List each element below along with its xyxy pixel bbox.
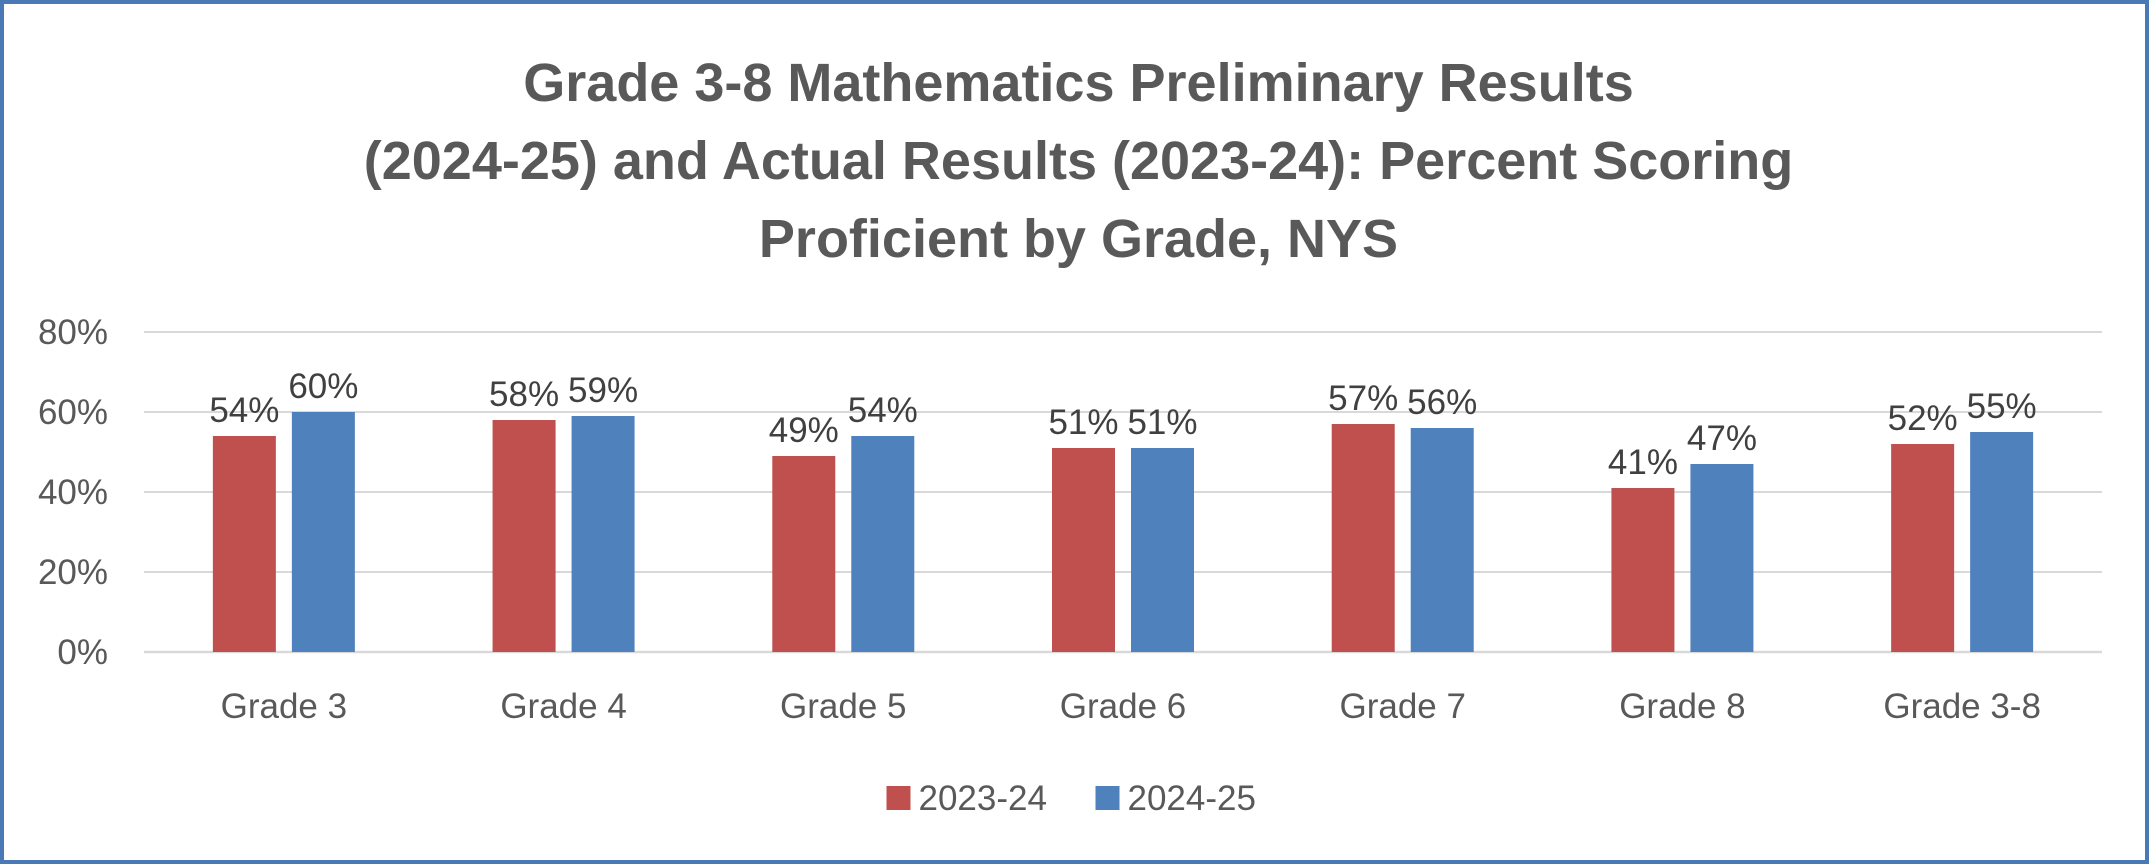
bar-2024-25 xyxy=(851,436,915,652)
bar-2023-24 xyxy=(1611,488,1675,652)
data-label: 41% xyxy=(1608,443,1678,482)
chart-title-line-1: Grade 3-8 Mathematics Preliminary Result… xyxy=(523,53,1634,113)
x-category-label: Grade 7 xyxy=(1339,687,1465,726)
data-label: 51% xyxy=(1127,403,1197,442)
data-label: 54% xyxy=(848,391,918,430)
x-category-label: Grade 3-8 xyxy=(1883,687,2041,726)
y-tick-label: 40% xyxy=(38,473,108,512)
y-tick-label: 0% xyxy=(57,633,108,672)
y-tick-label: 60% xyxy=(38,393,108,432)
legend-swatch-2024-25 xyxy=(1095,786,1120,810)
chart-title: Grade 3-8 Mathematics Preliminary Result… xyxy=(4,44,2149,278)
x-category-label: Grade 4 xyxy=(500,687,626,726)
data-label: 60% xyxy=(288,367,358,406)
data-label: 49% xyxy=(769,411,839,450)
bar-2023-24 xyxy=(1891,444,1955,652)
bar-2023-24 xyxy=(1331,424,1395,652)
bar-2023-24 xyxy=(772,456,836,652)
chart-title-line-3: Proficient by Grade, NYS xyxy=(758,209,1399,269)
x-category-label: Grade 8 xyxy=(1619,687,1745,726)
legend-label: 2024-25 xyxy=(1128,779,1256,818)
data-label: 59% xyxy=(568,371,638,410)
data-label: 47% xyxy=(1687,419,1757,458)
data-label: 57% xyxy=(1328,379,1398,418)
bar-2024-25 xyxy=(291,412,355,652)
data-label: 52% xyxy=(1888,399,1958,438)
legend-swatch-2023-24 xyxy=(886,786,911,810)
y-tick-label: 80% xyxy=(38,313,108,352)
bar-2024-25 xyxy=(571,416,635,652)
y-tick-label: 20% xyxy=(38,553,108,592)
chart-title-line-2: (2024-25) and Actual Results (2023-24): … xyxy=(363,131,1794,191)
bar-2023-24 xyxy=(492,420,556,652)
bar-2024-25 xyxy=(1410,428,1474,652)
data-label: 58% xyxy=(489,375,559,414)
x-category-label: Grade 6 xyxy=(1060,687,1186,726)
x-category-label: Grade 5 xyxy=(780,687,906,726)
chart-plot: 0%20%40%60%80%54%60%Grade 358% 59%Grade 4… xyxy=(38,313,2102,818)
data-label: 51% xyxy=(1048,403,1118,442)
bar-2023-24 xyxy=(1052,448,1115,652)
x-category-label: Grade 3 xyxy=(221,687,347,726)
bar-2024-25 xyxy=(1131,448,1194,652)
data-label: 56% xyxy=(1407,383,1477,422)
bar-2024-25 xyxy=(1970,432,2034,652)
data-label: 55% xyxy=(1967,387,2037,426)
bar-2023-24 xyxy=(212,436,276,652)
data-label: 54% xyxy=(209,391,279,430)
bar-2024-25 xyxy=(1690,464,1754,652)
legend-label: 2023-24 xyxy=(919,779,1047,818)
